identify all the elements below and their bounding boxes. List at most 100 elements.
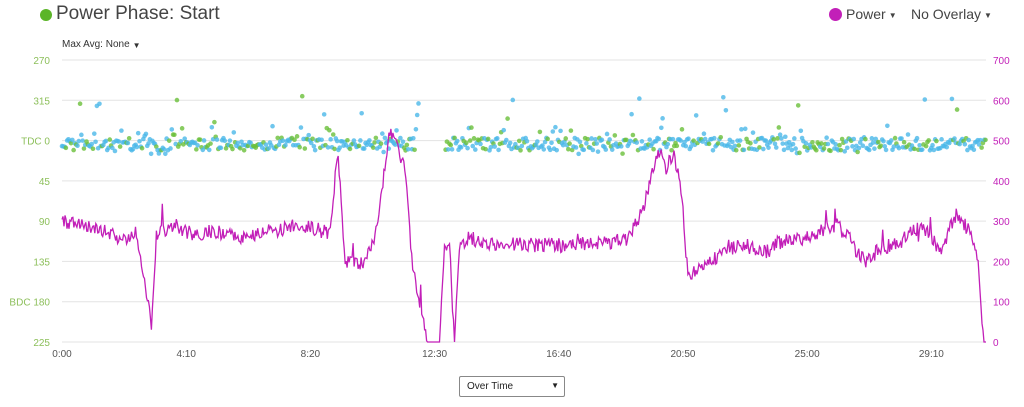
phase-point — [656, 136, 662, 142]
left-tick-label: BDC 180 — [9, 298, 50, 309]
max-avg-dropdown[interactable]: Max Avg: None ▼ — [62, 39, 141, 50]
phase-point — [298, 125, 304, 130]
phase-point — [775, 136, 780, 141]
power-color-dot — [829, 7, 842, 21]
phase-point — [299, 93, 305, 99]
phase-point — [80, 138, 85, 143]
metric-dropdown[interactable]: Power ▼ — [829, 6, 897, 22]
phase-point — [965, 147, 970, 153]
phase-point — [803, 140, 809, 146]
phase-point — [715, 141, 721, 146]
phase-point — [248, 140, 253, 146]
phase-point — [270, 123, 275, 129]
right-tick-label: 700 — [993, 56, 1010, 67]
metric-dropdown-label: Power — [846, 6, 886, 22]
phase-point — [604, 131, 610, 137]
page-title: Power Phase: Start — [56, 3, 220, 24]
phase-point — [382, 135, 388, 141]
phase-point — [651, 146, 656, 152]
phase-point — [492, 144, 497, 149]
phase-point — [137, 138, 142, 144]
phase-point — [763, 138, 769, 143]
overlay-dropdown[interactable]: No Overlay ▼ — [911, 6, 992, 22]
phase-point — [783, 134, 788, 140]
phase-point — [516, 138, 522, 144]
phase-point — [501, 127, 507, 133]
phase-point — [757, 145, 762, 150]
phase-point — [327, 127, 332, 133]
phase-point — [821, 146, 827, 151]
phase-point — [347, 146, 353, 152]
phase-point — [589, 136, 594, 141]
phase-point — [970, 143, 975, 149]
phase-point — [222, 138, 228, 144]
phase-point — [566, 146, 571, 152]
phase-point — [790, 141, 796, 147]
phase-point — [361, 146, 367, 151]
phase-point — [896, 145, 902, 151]
phase-point — [593, 136, 598, 142]
phase-point — [308, 140, 314, 146]
phase-point — [143, 131, 149, 137]
phase-point — [227, 138, 233, 143]
left-tick-label: 270 — [33, 56, 50, 67]
phase-point — [174, 97, 180, 103]
right-tick-label: 200 — [993, 257, 1010, 268]
phase-point — [923, 143, 929, 149]
phase-point — [448, 142, 454, 148]
phase-point — [394, 128, 399, 133]
phase-point — [819, 141, 824, 146]
phase-point — [312, 147, 318, 153]
phase-point — [639, 139, 645, 144]
phase-point — [828, 148, 833, 154]
phase-point — [553, 124, 558, 130]
phase-point — [609, 147, 615, 152]
phase-point — [535, 139, 540, 144]
left-tick-label: 90 — [39, 217, 51, 228]
phase-point — [629, 111, 634, 117]
phase-point — [766, 145, 771, 150]
phase-point — [899, 136, 904, 141]
phase-point — [795, 103, 801, 108]
phase-point — [679, 127, 685, 132]
phase-point — [542, 139, 548, 145]
phase-point — [454, 138, 460, 144]
phase-point — [297, 144, 302, 150]
phase-point — [860, 143, 866, 148]
phase-point — [519, 143, 525, 149]
phase-point — [112, 148, 118, 154]
phase-point — [850, 144, 855, 149]
phase-point — [810, 139, 815, 145]
phase-point — [473, 147, 478, 152]
phase-point — [789, 147, 795, 153]
phase-point — [351, 138, 357, 143]
phase-point — [710, 147, 716, 153]
chevron-down-icon: ▼ — [984, 10, 992, 20]
phase-point — [802, 144, 807, 150]
phase-point — [660, 116, 665, 121]
x-mode-select[interactable]: Over Time ▼ — [459, 376, 565, 397]
phase-point — [392, 142, 398, 147]
phase-point — [733, 147, 739, 153]
phase-point — [839, 136, 845, 142]
phase-point — [311, 143, 317, 149]
phase-point — [172, 132, 177, 138]
phase-point — [730, 139, 735, 145]
phase-point — [620, 151, 625, 156]
phase-point — [888, 138, 894, 143]
phase-point — [359, 110, 364, 116]
phase-point — [467, 138, 473, 143]
phase-point — [334, 138, 340, 144]
chevron-down-icon: ▼ — [132, 41, 141, 50]
phase-point — [979, 145, 984, 150]
phase-point — [736, 143, 742, 148]
phase-point — [838, 147, 844, 153]
phase-point — [612, 133, 618, 138]
phase-point — [89, 141, 95, 147]
phase-point — [302, 146, 308, 151]
phase-point — [218, 145, 224, 151]
phase-point — [411, 135, 416, 141]
phase-point — [665, 141, 671, 147]
phase-point — [549, 140, 554, 146]
phase-point — [370, 145, 376, 150]
